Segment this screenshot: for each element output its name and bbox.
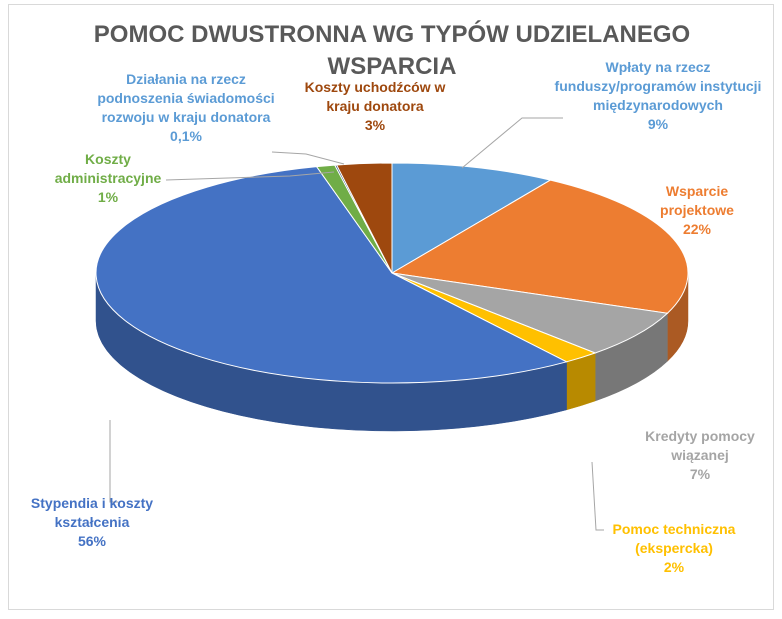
data-label-6-line-1: podnoszenia świadomości xyxy=(97,90,274,106)
data-label-5-line-1: administracyjne xyxy=(55,170,162,186)
data-label-6-line-2: rozwoju w kraju donatora xyxy=(102,109,271,125)
data-label-4-line-0: Stypendia i koszty xyxy=(31,495,153,511)
data-label-percent-5: 1% xyxy=(98,189,119,205)
data-label-2-line-1: wiązanej xyxy=(670,447,729,463)
pie-side-3 xyxy=(566,352,596,411)
pie-slice-7 xyxy=(335,162,393,274)
chart-title-line-1: POMOC DWUSTRONNA WG TYPÓW UDZIELANEGO xyxy=(94,20,690,48)
chart-title: POMOC DWUSTRONNA WG TYPÓW UDZIELANEGO WS… xyxy=(94,20,690,80)
data-label-0-line-1: funduszy/programów instytucji xyxy=(555,78,762,94)
data-label-percent-4: 56% xyxy=(78,533,107,549)
pie-slice-2 xyxy=(391,272,669,354)
data-label-percent-1: 22% xyxy=(683,221,712,237)
pie-tops xyxy=(95,162,689,384)
data-label-7-line-0: Koszty uchodźców w xyxy=(305,79,446,95)
data-label-percent-7: 3% xyxy=(365,117,386,133)
data-label-1-line-1: projektowe xyxy=(660,202,734,218)
data-label-percent-6: 0,1% xyxy=(170,128,202,144)
data-label-0-line-2: międzynarodowych xyxy=(593,97,723,113)
data-label-percent-0: 9% xyxy=(648,116,669,132)
data-label-0-line-0: Wpłaty na rzecz xyxy=(605,59,710,75)
data-label-4-line-1: kształcenia xyxy=(55,514,130,530)
data-label-5-line-0: Koszty xyxy=(85,151,131,167)
leader-lines xyxy=(109,117,604,531)
leader-line-5 xyxy=(165,171,335,181)
pie-slice-0 xyxy=(391,162,552,274)
data-label-3-line-0: Pomoc techniczna xyxy=(613,521,736,537)
data-label-1-line-0: Wsparcie xyxy=(666,183,728,199)
data-label-6-line-0: Działania na rzecz xyxy=(126,71,246,87)
pie-slice-1 xyxy=(390,179,689,314)
data-label-2-line-0: Kredyty pomocy xyxy=(645,428,755,444)
data-label-percent-2: 7% xyxy=(690,466,711,482)
chart-title-line-2: WSPARCIA xyxy=(328,53,457,80)
leader-line-4 xyxy=(109,420,118,503)
pie-slice-4 xyxy=(95,166,568,384)
data-label-7-line-1: kraju donatora xyxy=(326,98,423,114)
leader-line-6 xyxy=(271,151,345,165)
data-labels: Wpłaty na rzecz funduszy/programów instyt… xyxy=(31,59,762,575)
leader-line-0 xyxy=(461,117,563,169)
data-label-percent-3: 2% xyxy=(664,559,685,575)
leader-line-3 xyxy=(591,461,604,531)
data-label-3-line-1: (ekspercka) xyxy=(635,540,713,556)
